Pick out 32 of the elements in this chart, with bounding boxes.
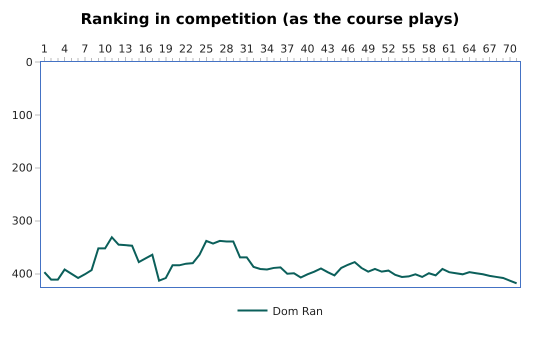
chart-title: Ranking in competition (as the course plays) — [80, 10, 460, 28]
x-tick-label: 37 — [280, 42, 294, 56]
x-tick-label: 40 — [300, 42, 314, 56]
x-tick-label: 52 — [381, 42, 396, 56]
x-tick-label: 13 — [118, 42, 132, 56]
y-tick-label: 400 — [12, 268, 33, 281]
x-tick-label: 58 — [422, 42, 436, 56]
x-tick-label: 1 — [40, 42, 48, 56]
x-tick-label: 22 — [179, 42, 194, 56]
x-tick-label: 61 — [442, 42, 456, 56]
legend-label: Dom Ran — [272, 304, 324, 318]
x-tick-label: 19 — [158, 42, 173, 56]
x-tick-label: 7 — [81, 42, 88, 56]
x-tick-label: 55 — [402, 42, 416, 56]
x-tick-label: 28 — [220, 42, 234, 56]
y-tick-label: 300 — [12, 214, 33, 228]
x-tick-label: 34 — [260, 42, 274, 56]
y-tick-label: 100 — [12, 108, 33, 122]
x-tick-label: 4 — [61, 42, 68, 56]
x-tick-label: 67 — [482, 42, 497, 56]
y-tick-label: 0 — [26, 56, 33, 69]
x-tick-label: 10 — [98, 42, 112, 56]
x-tick-label: 31 — [240, 42, 254, 56]
x-tick-label: 46 — [340, 42, 355, 56]
x-tick-label: 25 — [199, 42, 214, 56]
x-tick-label: 43 — [320, 42, 335, 56]
x-tick-label: 64 — [462, 42, 476, 56]
line-series — [43, 236, 518, 284]
x-tick-label: 16 — [138, 42, 153, 56]
x-tick-label: 70 — [502, 42, 517, 56]
x-tick-label: 49 — [361, 42, 376, 56]
y-tick-label: 200 — [12, 162, 33, 175]
